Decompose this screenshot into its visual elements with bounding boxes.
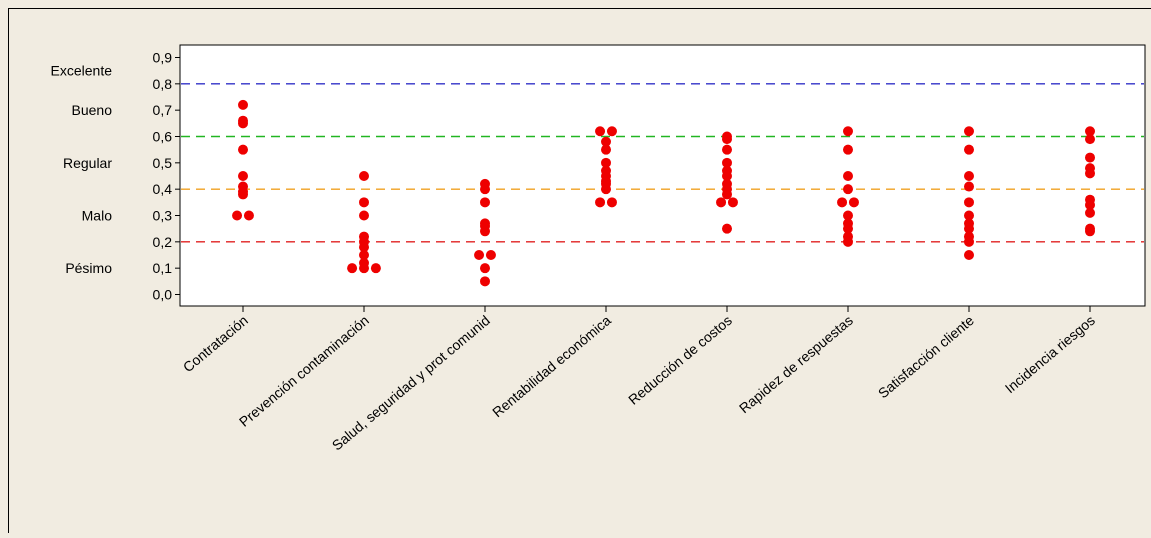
data-point-series-5-5 bbox=[848, 197, 859, 208]
data-point-series-3-10 bbox=[595, 197, 606, 208]
data-point-series-2-2 bbox=[480, 197, 490, 208]
data-point-series-5-4 bbox=[837, 197, 848, 208]
data-point-series-7-4 bbox=[1085, 168, 1095, 179]
data-point-series-1-5 bbox=[359, 242, 369, 253]
reference-lines bbox=[181, 83, 1144, 243]
rating-label: Pésimo bbox=[65, 260, 112, 276]
data-point-series-0-4 bbox=[238, 171, 248, 181]
data-point-series-2-5 bbox=[480, 226, 490, 237]
data-point-series-7-2 bbox=[1085, 152, 1095, 163]
data-point-series-3-1 bbox=[606, 126, 617, 137]
data-point-series-6-2 bbox=[964, 171, 974, 181]
data-point-series-3-0 bbox=[595, 126, 606, 137]
data-point-series-2-9 bbox=[480, 276, 490, 287]
data-point-series-0-9 bbox=[243, 210, 254, 221]
data-point-series-1-6 bbox=[359, 250, 369, 260]
data-point-series-5-2 bbox=[843, 171, 853, 181]
data-point-series-6-10 bbox=[964, 250, 974, 260]
y-tick-label: 0,4 bbox=[153, 181, 173, 197]
data-point-series-4-8 bbox=[722, 189, 732, 200]
data-point-series-0-2 bbox=[238, 118, 248, 129]
data-point-series-7-1 bbox=[1085, 134, 1095, 145]
data-point-series-3-11 bbox=[606, 197, 617, 208]
y-tick-label: 0,1 bbox=[153, 260, 173, 276]
data-point-series-4-11 bbox=[722, 223, 732, 234]
rating-labels: Excelente Bueno Regular Malo Pésimo bbox=[51, 63, 113, 276]
plot-area bbox=[179, 44, 1146, 307]
y-tick-label: 0,5 bbox=[153, 155, 173, 171]
data-point-series-3-3 bbox=[601, 144, 611, 155]
data-point-series-5-6 bbox=[843, 210, 853, 221]
data-point-series-6-7 bbox=[964, 223, 974, 234]
data-point-series-6-3 bbox=[964, 181, 974, 192]
data-point-series-3-9 bbox=[601, 184, 611, 195]
data-point-series-0-0 bbox=[238, 99, 248, 110]
data-point-series-0-3 bbox=[238, 144, 248, 155]
data-point-series-6-4 bbox=[964, 197, 974, 208]
data-point-series-2-6 bbox=[474, 250, 485, 260]
data-point-series-5-10 bbox=[843, 236, 853, 247]
data-point-series-3-4 bbox=[601, 157, 611, 168]
data-point-series-1-0 bbox=[359, 171, 369, 181]
data-point-series-3-2 bbox=[601, 136, 611, 147]
y-tick-label: 0,9 bbox=[153, 50, 173, 66]
data-point-series-6-9 bbox=[964, 236, 974, 247]
y-tick-label: 0,8 bbox=[153, 76, 173, 92]
y-tick-label: 0,3 bbox=[153, 208, 173, 224]
figure-frame bbox=[8, 8, 1151, 533]
data-point-series-4-5 bbox=[722, 171, 732, 181]
data-point-series-0-7 bbox=[238, 189, 248, 200]
data-point-series-6-1 bbox=[964, 144, 974, 155]
data-point-series-2-7 bbox=[485, 250, 496, 260]
rating-label: Malo bbox=[82, 208, 113, 224]
data-point-series-1-10 bbox=[370, 263, 381, 274]
y-tick-label: 0,0 bbox=[153, 287, 173, 303]
data-point-series-7-0 bbox=[1085, 126, 1095, 137]
rating-label: Excelente bbox=[51, 63, 113, 79]
data-point-series-4-2 bbox=[722, 144, 732, 155]
data-point-series-4-1 bbox=[722, 134, 732, 145]
data-points bbox=[232, 99, 1095, 287]
data-point-series-1-9 bbox=[359, 263, 369, 274]
data-point-series-7-7 bbox=[1085, 207, 1095, 218]
data-point-series-5-8 bbox=[843, 223, 853, 234]
data-point-series-6-0 bbox=[964, 126, 974, 137]
rating-label: Bueno bbox=[72, 102, 113, 118]
data-point-series-4-10 bbox=[727, 197, 738, 208]
data-point-series-4-3 bbox=[722, 157, 732, 168]
data-point-series-5-0 bbox=[843, 126, 853, 137]
data-point-series-4-9 bbox=[716, 197, 727, 208]
data-point-series-5-3 bbox=[843, 184, 853, 195]
data-point-series-2-1 bbox=[480, 184, 490, 195]
data-point-series-1-1 bbox=[359, 197, 369, 208]
data-point-series-5-1 bbox=[843, 144, 853, 155]
data-point-series-1-2 bbox=[359, 210, 369, 221]
data-point-series-7-6 bbox=[1085, 199, 1095, 210]
y-axis: 0,0 0,1 0,2 0,3 0,4 0,5 0,6 0,7 0,8 0,9 bbox=[153, 50, 180, 303]
data-point-series-0-8 bbox=[232, 210, 243, 221]
y-tick-label: 0,7 bbox=[153, 102, 173, 118]
y-tick-label: 0,6 bbox=[153, 129, 173, 145]
data-point-series-1-8 bbox=[347, 263, 358, 274]
rating-label: Regular bbox=[63, 155, 112, 171]
y-tick-label: 0,2 bbox=[153, 234, 173, 250]
data-point-series-7-9 bbox=[1085, 226, 1095, 237]
data-point-series-6-5 bbox=[964, 210, 974, 221]
data-point-series-2-8 bbox=[480, 263, 490, 274]
